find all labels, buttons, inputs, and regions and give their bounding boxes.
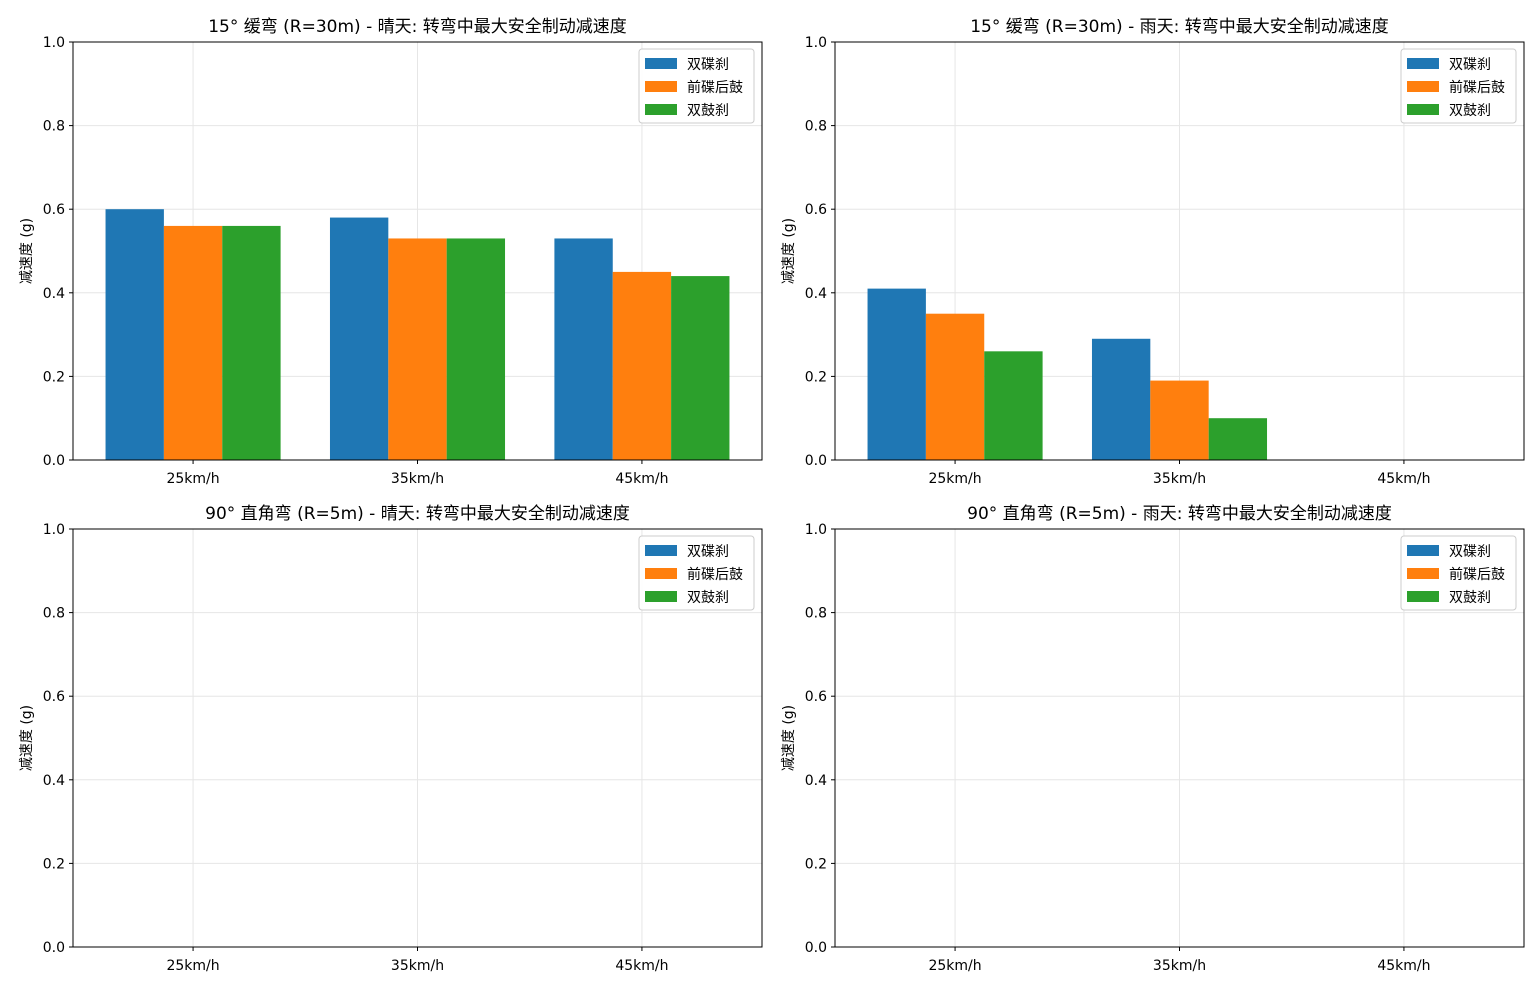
bar — [671, 276, 730, 460]
bar — [388, 238, 447, 460]
legend-swatch — [1407, 568, 1439, 579]
legend-label: 前碟后鼓 — [1449, 79, 1505, 96]
chart-panel: 0.0 0.2 0.4 0.6 0.8 1.0 25km/h 35km/h 45km/h 15° … — [781, 17, 1525, 487]
x-tick-label: 25km/h — [166, 958, 219, 974]
y-tick-label: 1.0 — [43, 35, 65, 51]
legend-swatch — [645, 104, 677, 115]
y-axis-label: 减速度 (g) — [781, 705, 797, 771]
x-tick-label: 25km/h — [928, 471, 981, 487]
legend-label: 双鼓刹 — [687, 103, 729, 119]
x-tick-label: 45km/h — [1377, 958, 1430, 974]
y-tick-label: 0.2 — [43, 856, 65, 872]
bar — [612, 271, 672, 460]
y-tick-label: 0.8 — [43, 119, 65, 135]
y-tick-label: 0.8 — [43, 606, 65, 622]
legend-label: 前碟后鼓 — [687, 79, 743, 96]
chart-title: 15° 缓弯 (R=30m) - 晴天: 转弯中最大安全制动减速度 — [208, 17, 627, 37]
bar — [925, 313, 985, 460]
bar — [867, 288, 926, 460]
y-tick-label: 0.4 — [43, 773, 65, 789]
bar — [222, 225, 281, 460]
x-tick-label: 45km/h — [1377, 471, 1430, 487]
y-tick-label: 0.6 — [43, 202, 65, 218]
bar — [1091, 338, 1151, 460]
x-tick-label: 45km/h — [615, 958, 668, 974]
y-axis-label: 减速度 (g) — [19, 218, 35, 284]
x-tick-label: 35km/h — [1153, 471, 1206, 487]
legend-swatch — [645, 58, 677, 69]
y-tick-label: 0.0 — [43, 940, 65, 956]
y-tick-label: 0.0 — [805, 453, 827, 469]
bar — [1208, 418, 1268, 460]
x-tick-label: 45km/h — [615, 471, 668, 487]
legend-label: 前碟后鼓 — [1449, 566, 1505, 583]
chart-title: 15° 缓弯 (R=30m) - 雨天: 转弯中最大安全制动减速度 — [970, 17, 1389, 37]
x-tick-label: 35km/h — [391, 958, 444, 974]
y-tick-label: 0.2 — [805, 856, 827, 872]
chart-title: 90° 直角弯 (R=5m) - 雨天: 转弯中最大安全制动减速度 — [967, 504, 1392, 524]
bar — [105, 209, 164, 460]
bar — [1150, 380, 1209, 460]
legend-swatch — [645, 545, 677, 556]
chart-panel: 0.0 0.2 0.4 0.6 0.8 1.0 25km/h 35km/h 45km/h 90° … — [781, 504, 1525, 974]
legend-label: 双碟刹 — [1449, 57, 1491, 73]
chart-panel: 0.0 0.2 0.4 0.6 0.8 1.0 25km/h 35km/h 45km/h 90° … — [19, 504, 763, 974]
legend-label: 双碟刹 — [687, 544, 729, 560]
legend-label: 双碟刹 — [687, 57, 729, 73]
y-tick-label: 1.0 — [43, 522, 65, 538]
y-axis-label: 减速度 (g) — [781, 218, 797, 284]
y-tick-label: 0.6 — [805, 202, 827, 218]
legend-swatch — [1407, 104, 1439, 115]
legend-label: 双鼓刹 — [1449, 103, 1491, 119]
bar — [984, 351, 1043, 460]
y-tick-label: 0.2 — [805, 369, 827, 385]
legend-swatch — [1407, 81, 1439, 92]
legend-swatch — [1407, 591, 1439, 602]
bar — [446, 238, 506, 460]
bar — [554, 238, 613, 460]
bar — [163, 225, 223, 460]
legend-swatch — [645, 591, 677, 602]
y-tick-label: 0.6 — [43, 689, 65, 705]
legend-label: 双鼓刹 — [687, 590, 729, 606]
chart-title: 90° 直角弯 (R=5m) - 晴天: 转弯中最大安全制动减速度 — [205, 504, 630, 524]
y-tick-label: 0.8 — [805, 119, 827, 135]
x-tick-label: 35km/h — [1153, 958, 1206, 974]
y-tick-label: 0.0 — [43, 453, 65, 469]
x-tick-label: 25km/h — [166, 471, 219, 487]
y-tick-label: 0.4 — [805, 773, 827, 789]
y-tick-label: 0.4 — [805, 286, 827, 302]
y-tick-label: 0.6 — [805, 689, 827, 705]
legend-swatch — [645, 568, 677, 579]
legend-label: 前碟后鼓 — [687, 566, 743, 583]
y-tick-label: 1.0 — [805, 35, 827, 51]
legend-swatch — [1407, 545, 1439, 556]
x-tick-label: 25km/h — [928, 958, 981, 974]
legend-label: 双鼓刹 — [1449, 590, 1491, 606]
legend-label: 双碟刹 — [1449, 544, 1491, 560]
legend-swatch — [1407, 58, 1439, 69]
y-tick-label: 1.0 — [805, 522, 827, 538]
legend-swatch — [645, 81, 677, 92]
bar — [329, 217, 389, 460]
y-axis-label: 减速度 (g) — [19, 705, 35, 771]
y-tick-label: 0.4 — [43, 286, 65, 302]
y-tick-label: 0.2 — [43, 369, 65, 385]
chart-panel: 0.0 0.2 0.4 0.6 0.8 1.0 25km/h 35km/h 45km/h 15° … — [19, 17, 763, 487]
x-tick-label: 35km/h — [391, 471, 444, 487]
y-tick-label: 0.0 — [805, 940, 827, 956]
y-tick-label: 0.8 — [805, 606, 827, 622]
